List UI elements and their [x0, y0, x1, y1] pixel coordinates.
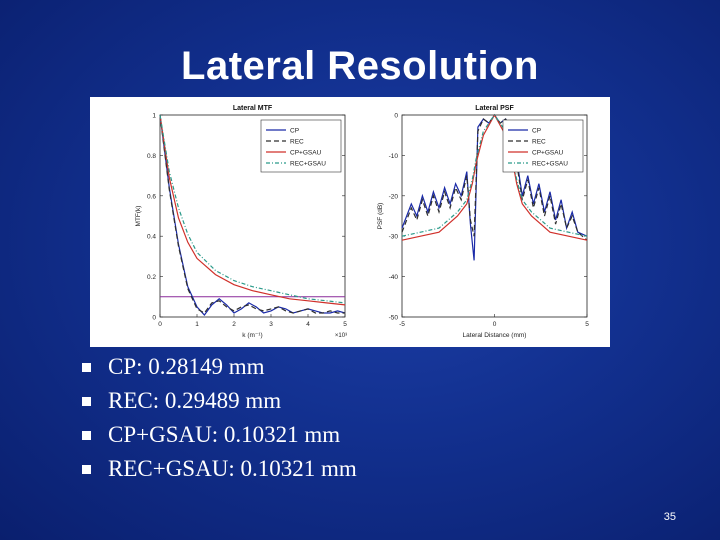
y-tick-label: -40	[389, 274, 399, 281]
bullet-item: REC+GSAU: 0.10321 mm	[78, 452, 357, 486]
x-tick-label: 2	[232, 321, 236, 328]
y-tick-label: 0.6	[147, 193, 156, 200]
x-tick-label: 1	[195, 321, 199, 328]
chart-title: Lateral PSF	[475, 105, 514, 112]
bullet-text: REC+GSAU: 0.10321 mm	[108, 456, 357, 481]
y-tick-label: 0.8	[147, 153, 156, 160]
y-tick-label: -30	[389, 234, 399, 241]
y-tick-label: 0.2	[147, 274, 156, 281]
x-tick-label: 3	[269, 321, 273, 328]
bullet-item: REC: 0.29489 mm	[78, 384, 357, 418]
series-line-rec-gsau	[401, 113, 588, 237]
y-axis-label: MTF(k)	[135, 206, 142, 227]
legend-entry: CP	[532, 128, 541, 135]
x-tick-label: 0	[493, 321, 497, 328]
legend-entry: CP	[290, 128, 299, 135]
legend-entry: CP+GSAU	[532, 150, 564, 157]
y-tick-label: -50	[389, 315, 399, 322]
legend-entry: REC+GSAU	[532, 161, 568, 168]
x-tick-label: 4	[306, 321, 310, 328]
y-tick-label: 1	[152, 113, 156, 120]
y-tick-label: -20	[389, 193, 399, 200]
y-tick-label: -10	[389, 153, 399, 160]
bullet-text: REC: 0.29489 mm	[108, 388, 282, 413]
x-tick-label: 0	[158, 321, 162, 328]
x-axis-multiplier: ×10³	[335, 333, 347, 339]
square-bullet-icon	[82, 431, 91, 440]
y-tick-label: 0	[152, 315, 156, 322]
x-axis-label: Lateral Distance (mm)	[463, 332, 527, 339]
x-tick-label: 5	[343, 321, 347, 328]
bullet-text: CP+GSAU: 0.10321 mm	[108, 422, 341, 447]
square-bullet-icon	[82, 397, 91, 406]
series-line-rec-gsau	[159, 114, 346, 304]
bullet-text: CP: 0.28149 mm	[108, 354, 265, 379]
legend-entry: REC+GSAU	[290, 161, 326, 168]
series-line-rec	[159, 114, 345, 314]
x-tick-label: -5	[399, 321, 405, 328]
y-axis-label: PSF (dB)	[377, 203, 384, 230]
x-tick-label: 5	[585, 321, 589, 328]
page-number: 35	[663, 511, 676, 523]
square-bullet-icon	[82, 363, 91, 372]
y-tick-label: 0.4	[147, 234, 156, 241]
square-bullet-icon	[82, 465, 91, 474]
bullet-item: CP: 0.28149 mm	[78, 350, 357, 384]
legend-box	[260, 119, 342, 173]
legend-entry: REC	[290, 139, 304, 146]
series-line-cp-gsau	[159, 114, 346, 306]
slide-title: Lateral Resolution	[181, 44, 539, 88]
chart-title: Lateral MTF	[233, 105, 273, 112]
chart-figure: Lateral MTF 0 0.2 0.4 0.6 0.8 1 0 1 2 3 4 5 k (m⁻¹) ×1…	[90, 97, 610, 347]
legend-entry: REC	[532, 139, 546, 146]
bullet-list: CP: 0.28149 mm REC: 0.29489 mm CP+GSAU: …	[78, 350, 357, 486]
chart-svg: Lateral MTF 0 0.2 0.4 0.6 0.8 1 0 1 2 3 4 5 k (m⁻¹) ×1…	[135, 105, 589, 339]
series-line-cp	[159, 114, 346, 316]
legend-entry: CP+GSAU	[290, 150, 322, 157]
x-axis-label: k (m⁻¹)	[242, 332, 262, 339]
bullet-item: CP+GSAU: 0.10321 mm	[78, 418, 357, 452]
y-tick-label: 0	[394, 113, 398, 120]
legend-box	[502, 119, 584, 173]
